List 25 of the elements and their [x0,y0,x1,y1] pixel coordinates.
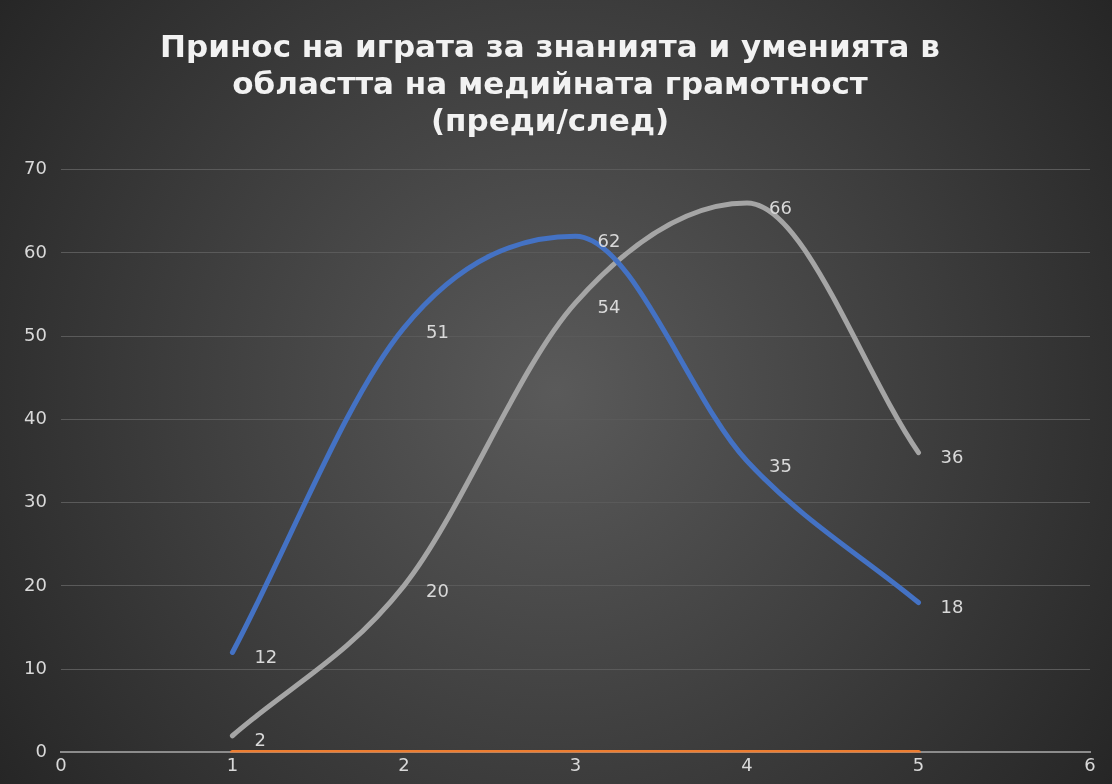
data-label: 20 [425,579,449,601]
x-tick-label: 6 [1084,753,1096,775]
y-tick-label: 60 [24,240,47,262]
data-label: 12 [254,646,278,668]
x-tick-label: 1 [226,753,239,775]
y-tick-label: 40 [24,407,47,429]
y-tick-label: 20 [24,573,47,595]
data-label: 54 [597,296,621,318]
x-tick-label: 5 [912,753,925,775]
y-tick-label: 70 [24,157,47,179]
y-tick-label: 10 [24,656,47,678]
x-tick-label: 4 [741,753,753,775]
x-tick-label: 3 [569,753,582,775]
y-tick-label: 30 [24,490,47,512]
data-label: 36 [940,446,964,468]
data-label: 66 [768,196,792,218]
chart-title: Принос на играта за знанията и уменията в областта на медийната грамотност (преди/след) [160,27,940,139]
data-label: 18 [940,596,964,618]
x-tick-label: 2 [398,753,410,775]
data-label: 51 [425,321,449,343]
x-tick-label: 0 [55,753,67,775]
y-tick-label: 50 [24,323,47,345]
data-label: 62 [597,229,621,251]
data-label: 35 [768,454,792,476]
data-label: 2 [254,729,266,751]
